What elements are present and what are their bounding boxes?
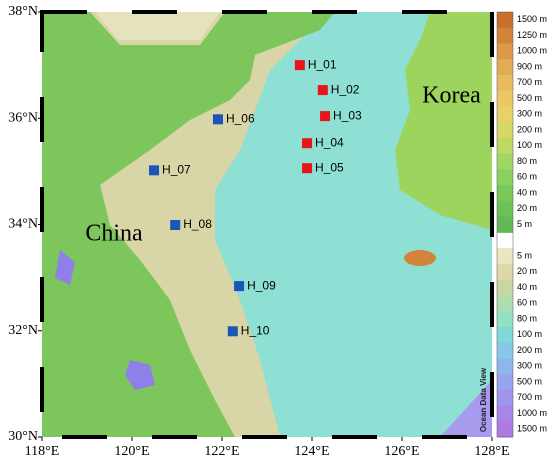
scale-label: 40 m (517, 187, 537, 197)
scale-swatch (497, 137, 513, 155)
y-tick-label: 38°N (8, 4, 38, 19)
scale-label: 1500 m (517, 14, 547, 24)
scale-swatch (497, 59, 513, 76)
bohai (95, 12, 220, 40)
x-tick-label: 124°E (294, 444, 329, 459)
station-marker (294, 60, 305, 71)
scale-swatch (497, 200, 513, 218)
station-label: H_02 (331, 82, 360, 96)
station-label: H_06 (226, 111, 255, 125)
station-label: H_09 (247, 278, 276, 292)
scale-swatch (497, 389, 513, 407)
scale-swatch (497, 153, 513, 170)
scale-label: 40 m (517, 282, 537, 292)
scale-swatch (497, 74, 513, 92)
scale-label: 1000 m (517, 408, 547, 418)
station-marker (302, 138, 313, 149)
station-marker (320, 111, 331, 122)
station-label: H_03 (333, 108, 362, 122)
station-marker (212, 114, 223, 125)
scale-label: 200 m (517, 124, 542, 134)
scale-label: 200 m (517, 345, 542, 355)
scale-swatch (497, 106, 513, 123)
scale-label: 80 m (517, 156, 537, 166)
scale-swatch (497, 342, 513, 359)
scale-swatch (497, 169, 513, 186)
region-label: Korea (422, 83, 481, 109)
scale-frame (496, 11, 514, 438)
scale-swatch (497, 326, 513, 344)
scale-label: 700 m (517, 77, 542, 87)
region-label: China (85, 221, 143, 247)
scale-label: 900 m (517, 61, 542, 71)
scale-label: 300 m (517, 361, 542, 371)
scale-swatch (497, 43, 513, 60)
scale-swatch (497, 295, 513, 312)
station-marker (149, 165, 160, 176)
china-land (42, 12, 335, 437)
scale-swatch (497, 122, 513, 139)
scale-label: 500 m (517, 376, 542, 386)
station-label: H_05 (315, 160, 344, 174)
korea-land (395, 12, 492, 230)
x-tick-label: 122°E (204, 444, 239, 459)
scale-label: 500 m (517, 93, 542, 103)
station-marker (317, 85, 328, 96)
scale-label: 300 m (517, 109, 542, 119)
scale-swatch (497, 185, 513, 202)
lakes (55, 250, 155, 390)
scale-label: 60 m (517, 298, 537, 308)
scale-label: 700 m (517, 392, 542, 402)
scale-label: 1500 m (517, 424, 547, 434)
scale-swatch (497, 248, 513, 265)
scale-label: 80 m (517, 313, 537, 323)
station-label: H_07 (162, 162, 191, 176)
scale-label: 100 m (517, 329, 542, 339)
scale-label: 100 m (517, 140, 542, 150)
station-label: H_08 (183, 217, 212, 231)
y-tick-label: 36°N (8, 110, 38, 125)
x-tick-label: 126°E (384, 444, 419, 459)
station-marker (302, 163, 313, 174)
scale-swatch (497, 27, 513, 44)
scale-label: 20 m (517, 266, 537, 276)
scale-label: 1000 m (517, 46, 547, 56)
scale-label: 20 m (517, 203, 537, 213)
scale-swatch (497, 12, 513, 29)
x-tick-label: 120°E (114, 444, 149, 459)
scale-swatch (497, 216, 513, 233)
station-marker (234, 281, 245, 292)
scale-label: 60 m (517, 172, 537, 182)
deep-water (440, 380, 492, 437)
y-tick-label: 34°N (8, 217, 38, 232)
station-label: H_01 (308, 57, 337, 71)
jeju (404, 250, 436, 266)
scale-label: 5 m (517, 250, 532, 260)
scale-swatch (497, 374, 513, 391)
y-tick-label: 32°N (8, 323, 38, 338)
scale-swatch (497, 263, 513, 281)
scale-swatch (497, 90, 513, 107)
scale-label: 5 m (517, 219, 532, 229)
station-marker (227, 326, 238, 337)
credit: Ocean Data View (479, 367, 488, 432)
scale-swatch (497, 358, 513, 375)
station-label: H_10 (241, 323, 270, 337)
x-tick-label: 118°E (25, 444, 60, 459)
scale-swatch (497, 279, 513, 296)
station-label: H_04 (315, 135, 344, 149)
scale-swatch (497, 421, 513, 438)
scale-swatch (497, 311, 513, 328)
scale-label: 1250 m (517, 30, 547, 40)
scale-swatch (497, 405, 513, 422)
x-tick-label: 128°E (474, 444, 509, 459)
y-tick-label: 30°N (8, 429, 38, 444)
station-marker (170, 220, 181, 231)
